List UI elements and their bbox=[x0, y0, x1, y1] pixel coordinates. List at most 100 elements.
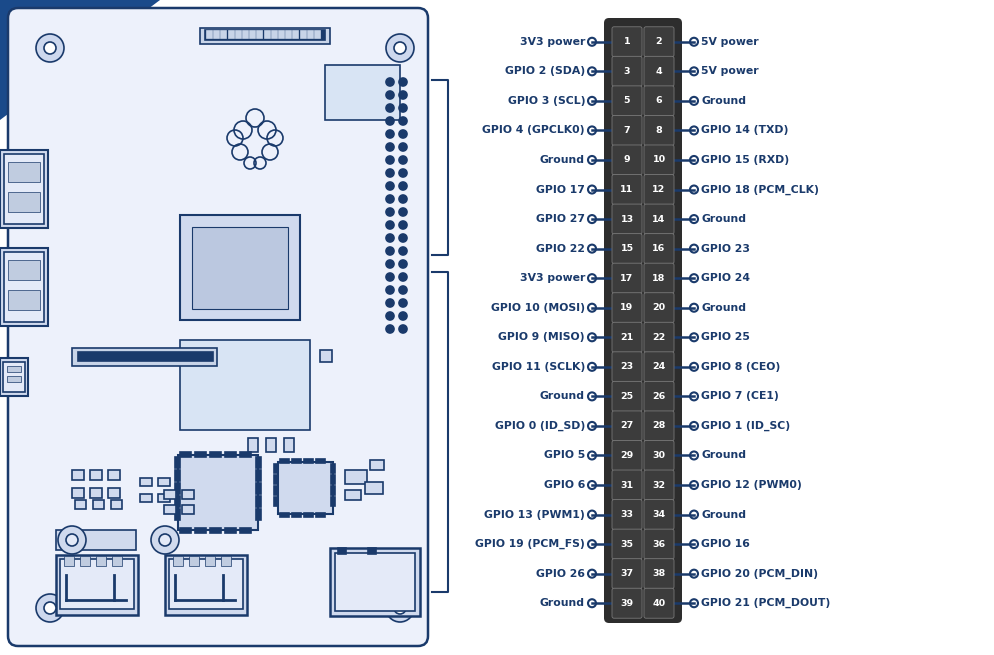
Bar bbox=[365, 482, 383, 494]
Text: GPIO 6: GPIO 6 bbox=[543, 480, 584, 490]
Bar bbox=[255, 457, 260, 468]
FancyBboxPatch shape bbox=[643, 440, 673, 470]
FancyBboxPatch shape bbox=[643, 529, 673, 559]
Bar bbox=[279, 459, 288, 463]
FancyBboxPatch shape bbox=[643, 56, 673, 86]
Text: 5: 5 bbox=[623, 96, 629, 105]
Circle shape bbox=[386, 34, 414, 62]
Bar bbox=[221, 556, 231, 566]
Text: 11: 11 bbox=[619, 185, 633, 194]
Text: GPIO 25: GPIO 25 bbox=[701, 332, 749, 343]
FancyBboxPatch shape bbox=[643, 234, 673, 263]
FancyBboxPatch shape bbox=[643, 174, 673, 204]
Bar bbox=[158, 494, 170, 502]
Bar bbox=[112, 556, 122, 566]
Bar bbox=[273, 486, 277, 495]
Circle shape bbox=[386, 247, 394, 255]
Circle shape bbox=[386, 286, 394, 294]
Circle shape bbox=[386, 78, 394, 86]
Text: 14: 14 bbox=[652, 215, 665, 223]
Circle shape bbox=[386, 169, 394, 177]
Bar bbox=[277, 462, 333, 514]
Text: 18: 18 bbox=[652, 274, 665, 283]
Bar bbox=[108, 470, 120, 480]
Bar bbox=[8, 162, 40, 182]
Circle shape bbox=[36, 34, 64, 62]
Bar bbox=[175, 496, 180, 507]
Text: GPIO 17: GPIO 17 bbox=[536, 185, 584, 195]
Text: 36: 36 bbox=[652, 540, 665, 549]
Bar bbox=[89, 470, 102, 480]
Circle shape bbox=[386, 208, 394, 216]
Text: 20: 20 bbox=[652, 303, 665, 312]
Bar bbox=[165, 555, 247, 615]
Text: Ground: Ground bbox=[540, 155, 584, 165]
Bar bbox=[89, 488, 102, 498]
Bar bbox=[214, 31, 219, 38]
Bar bbox=[180, 452, 191, 457]
FancyBboxPatch shape bbox=[611, 115, 641, 145]
Bar bbox=[173, 556, 183, 566]
Text: GPIO 24: GPIO 24 bbox=[701, 273, 749, 283]
Bar bbox=[249, 31, 254, 38]
Circle shape bbox=[66, 534, 78, 546]
Text: 5V power: 5V power bbox=[701, 66, 757, 77]
Bar bbox=[225, 528, 236, 533]
Text: GPIO 12 (PWM0): GPIO 12 (PWM0) bbox=[701, 480, 801, 490]
Bar bbox=[240, 528, 250, 533]
Text: GPIO 16: GPIO 16 bbox=[701, 539, 749, 549]
Bar bbox=[60, 559, 134, 609]
Circle shape bbox=[394, 602, 406, 614]
Bar bbox=[72, 470, 83, 480]
Text: 39: 39 bbox=[620, 599, 633, 608]
Bar bbox=[300, 31, 305, 38]
FancyBboxPatch shape bbox=[643, 27, 673, 57]
Bar bbox=[169, 559, 243, 609]
Bar bbox=[291, 513, 301, 517]
Bar bbox=[279, 513, 288, 517]
Text: 23: 23 bbox=[620, 362, 633, 371]
FancyBboxPatch shape bbox=[643, 86, 673, 116]
Text: 32: 32 bbox=[652, 481, 665, 489]
Bar bbox=[255, 509, 260, 520]
FancyBboxPatch shape bbox=[611, 263, 641, 293]
Bar bbox=[330, 548, 419, 616]
Circle shape bbox=[394, 42, 406, 54]
FancyBboxPatch shape bbox=[611, 145, 641, 175]
Text: GPIO 8 (CEO): GPIO 8 (CEO) bbox=[701, 362, 779, 372]
Circle shape bbox=[399, 169, 407, 177]
Text: 38: 38 bbox=[652, 569, 665, 578]
FancyBboxPatch shape bbox=[611, 27, 641, 57]
Text: 25: 25 bbox=[620, 392, 633, 401]
Text: 17: 17 bbox=[619, 274, 633, 283]
FancyBboxPatch shape bbox=[611, 56, 641, 86]
Text: GPIO 23: GPIO 23 bbox=[701, 244, 749, 253]
Bar bbox=[255, 483, 260, 494]
Circle shape bbox=[151, 526, 179, 554]
Text: GPIO 4 (GPCLK0): GPIO 4 (GPCLK0) bbox=[482, 125, 584, 136]
FancyBboxPatch shape bbox=[611, 440, 641, 470]
Bar bbox=[75, 500, 85, 509]
Circle shape bbox=[399, 260, 407, 268]
FancyBboxPatch shape bbox=[611, 529, 641, 559]
Bar bbox=[0, 150, 48, 228]
Text: GPIO 22: GPIO 22 bbox=[536, 244, 584, 253]
Bar bbox=[92, 500, 104, 509]
FancyBboxPatch shape bbox=[8, 8, 427, 646]
Text: 15: 15 bbox=[620, 244, 633, 253]
Circle shape bbox=[399, 143, 407, 151]
Circle shape bbox=[386, 104, 394, 112]
Bar bbox=[273, 497, 277, 506]
Circle shape bbox=[399, 195, 407, 203]
Bar bbox=[8, 260, 40, 280]
Circle shape bbox=[399, 91, 407, 99]
Circle shape bbox=[386, 594, 414, 622]
Text: GPIO 2 (SDA): GPIO 2 (SDA) bbox=[504, 66, 584, 77]
Bar bbox=[175, 470, 180, 481]
Text: 3V3 power: 3V3 power bbox=[519, 273, 584, 283]
Text: GPIO 18 (PCM_CLK): GPIO 18 (PCM_CLK) bbox=[701, 185, 818, 195]
Bar bbox=[8, 192, 40, 212]
Bar bbox=[286, 31, 291, 38]
Bar bbox=[265, 438, 275, 452]
Bar bbox=[304, 513, 313, 517]
